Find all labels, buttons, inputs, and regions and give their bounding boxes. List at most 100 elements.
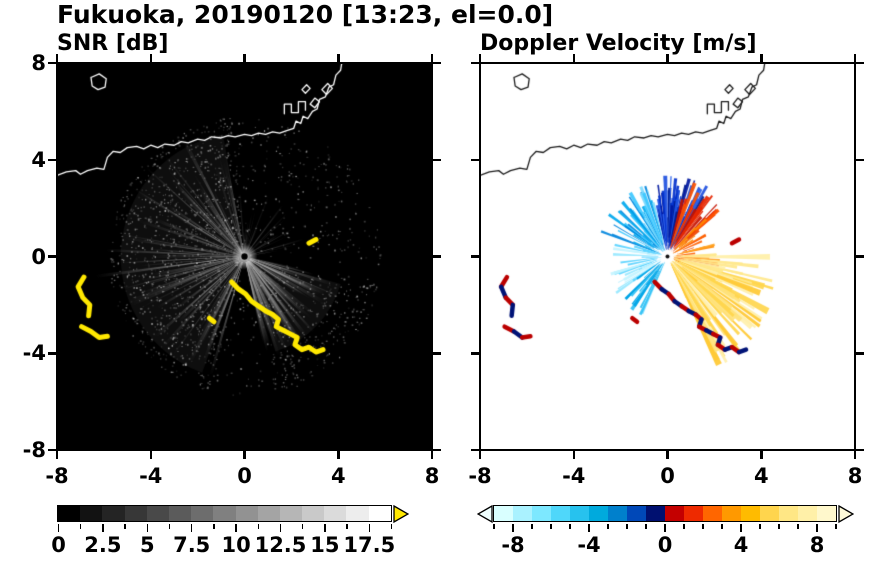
colorbar-tick: [759, 523, 761, 529]
colorbar-tick: [235, 523, 237, 532]
colorbar-tick: [531, 523, 533, 529]
x-axis-tick: [243, 450, 246, 459]
snr-heatmap-canvas: [57, 63, 432, 450]
colorbar-tick: [550, 523, 552, 529]
colorbar-tick: [190, 523, 193, 532]
colorbar: [57, 505, 392, 522]
colorbar-tick: [493, 523, 495, 529]
colorbar-label: 8: [809, 533, 825, 557]
colorbar-tick: [664, 523, 666, 532]
colorbar-label: 2.5: [84, 533, 122, 557]
x-axis-tick: [760, 54, 763, 63]
colorbar-tick: [721, 523, 723, 529]
colorbar-segment: [702, 506, 722, 521]
colorbar-tick: [146, 523, 149, 532]
y-axis-tick: [432, 448, 441, 452]
y-axis-tick: [855, 448, 864, 452]
colorbar-tick: [168, 523, 171, 529]
colorbar-label: 17.5: [343, 533, 396, 557]
doppler-panel: [479, 62, 856, 451]
colorbar-tick: [301, 523, 304, 529]
x-axis-tick: [478, 450, 482, 459]
x-tick-label: -8: [468, 464, 492, 488]
colorbar-tick: [102, 523, 104, 532]
x-tick-label: 0: [237, 464, 252, 488]
colorbar-label: 0: [657, 533, 673, 557]
colorbar-segment: [550, 506, 570, 521]
colorbar-tick: [346, 523, 348, 529]
colorbar-tick: [368, 523, 371, 532]
colorbar-segment: [778, 506, 798, 521]
colorbar-arrow-right: [393, 505, 409, 523]
colorbar-segment: [213, 506, 236, 521]
figure-title: Fukuoka, 20190120 [13:23, el=0.0]: [57, 0, 554, 29]
x-tick-label: 8: [847, 464, 863, 488]
x-tick-label: -4: [562, 464, 586, 488]
colorbar-segment: [683, 506, 703, 521]
colorbar-tick: [124, 523, 126, 529]
colorbar-segment: [721, 506, 741, 521]
x-tick-label: 8: [424, 464, 440, 488]
colorbar-segment: [346, 506, 369, 521]
colorbar-segment: [235, 506, 258, 521]
y-tick-label: 0: [31, 244, 46, 269]
colorbar-tick: [778, 523, 780, 529]
colorbar-tick: [740, 523, 742, 532]
x-tick-label: 4: [753, 464, 769, 488]
colorbar-tick: [257, 523, 260, 529]
colorbar-tick: [279, 523, 282, 532]
snr-panel-title: SNR [dB]: [57, 31, 169, 56]
y-axis-tick: [432, 255, 441, 258]
x-axis-tick: [853, 54, 857, 63]
colorbar-segment: [324, 506, 347, 521]
x-tick-label: 0: [660, 464, 675, 488]
colorbar-segment: [531, 506, 551, 521]
colorbar: [492, 505, 837, 522]
y-axis-tick: [432, 352, 441, 355]
colorbar-segment: [588, 506, 608, 521]
colorbar-tick: [645, 523, 647, 529]
x-axis-tick: [55, 450, 59, 459]
colorbar-tick: [835, 523, 837, 529]
colorbar-segment: [740, 506, 760, 521]
colorbar-segment: [493, 506, 513, 521]
colorbar-segment: [797, 506, 817, 521]
x-axis-tick: [430, 450, 434, 459]
x-tick-label: 4: [330, 464, 346, 488]
y-axis-tick: [471, 255, 480, 258]
x-axis-tick: [760, 450, 763, 459]
y-axis-tick: [471, 158, 480, 161]
colorbar-tick: [79, 523, 82, 529]
colorbar-segment: [168, 506, 192, 521]
colorbar-tick: [324, 523, 326, 532]
y-axis-tick: [471, 61, 480, 65]
y-axis-tick: [855, 158, 864, 161]
colorbar-segment: [368, 506, 391, 521]
colorbar-segment: [257, 506, 280, 521]
colorbar-tick: [702, 523, 704, 529]
colorbar-segment: [124, 506, 147, 521]
colorbar-tick: [797, 523, 799, 529]
x-tick-label: -4: [139, 464, 163, 488]
colorbar-label: -8: [501, 533, 525, 557]
y-axis-tick: [855, 61, 864, 65]
x-axis-tick: [337, 450, 340, 459]
colorbar-segment: [58, 506, 81, 521]
y-axis-tick: [855, 255, 864, 258]
colorbar-segment: [569, 506, 589, 521]
colorbar-label: 10: [221, 533, 251, 557]
x-tick-label: -8: [45, 464, 69, 488]
colorbar-label: 4: [733, 533, 749, 557]
y-tick-label: 8: [31, 51, 46, 75]
x-axis-tick: [55, 54, 59, 63]
colorbar-segment: [626, 506, 646, 521]
colorbar-arrow-right: [837, 505, 854, 523]
y-axis-tick: [432, 61, 441, 65]
y-axis-tick: [48, 352, 57, 355]
colorbar-segment: [816, 506, 836, 521]
colorbar-segment: [279, 506, 303, 521]
colorbar-tick: [57, 523, 60, 532]
colorbar-tick: [512, 523, 514, 532]
colorbar-label: 0: [51, 533, 66, 557]
colorbar-segment: [512, 506, 532, 521]
